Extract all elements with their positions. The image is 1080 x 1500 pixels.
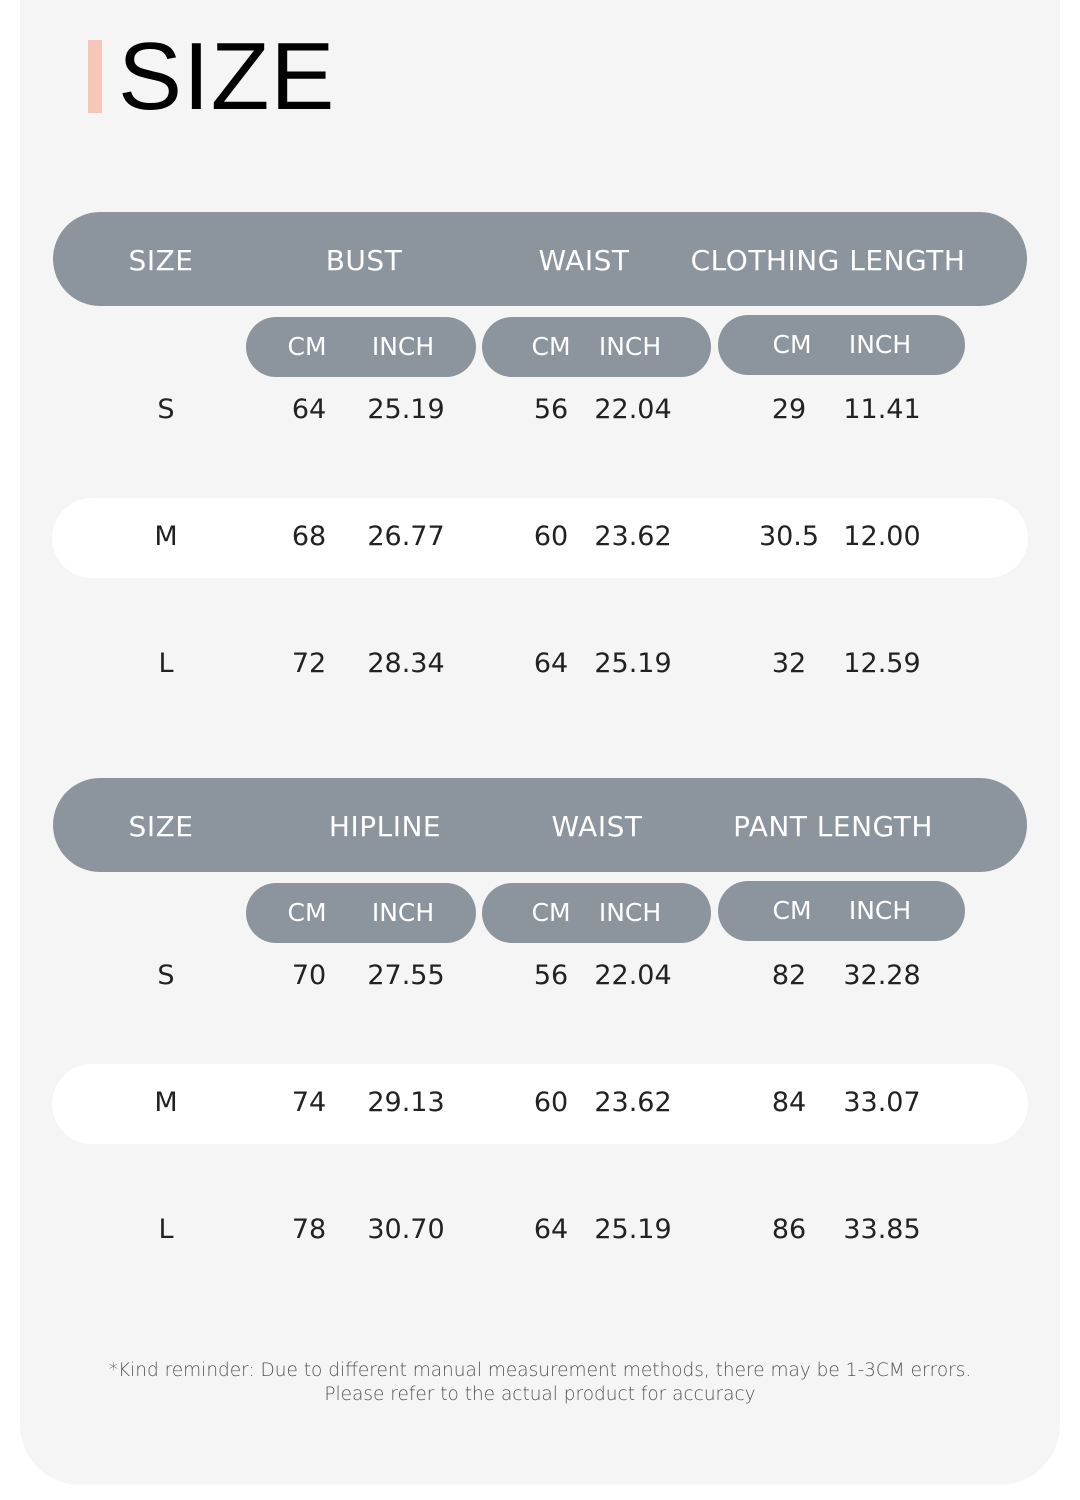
size-label: L	[158, 648, 174, 679]
unit-header-pill	[246, 317, 476, 377]
measurement-value: 78	[291, 1214, 327, 1245]
measurement-value: 82	[771, 960, 807, 991]
unit-label: INCH	[371, 898, 435, 927]
note-line-1: *Kind reminder: Due to different manual …	[108, 1360, 972, 1381]
unit-header-pill	[246, 883, 476, 943]
measurement-value: 70	[291, 960, 327, 991]
size-table: SIZE BUST WAIST CLOTHING LENGTH CM INCH CM INCH…	[0, 212, 1080, 732]
measurement-value: 27.55	[367, 960, 445, 991]
measurement-value: 12.59	[843, 648, 921, 679]
measurement-value: 30.5	[758, 521, 820, 552]
table-header-bar	[53, 212, 1027, 306]
measurement-value: 84	[771, 1087, 807, 1118]
measurement-value: 22.04	[594, 960, 672, 991]
column-header: WAIST	[551, 810, 643, 843]
measurement-value: 64	[533, 648, 569, 679]
measurement-value: 30.70	[367, 1214, 445, 1245]
column-header: HIPLINE	[328, 810, 442, 843]
measurement-value: 56	[533, 394, 569, 425]
measurement-value: 64	[291, 394, 327, 425]
unit-label: CM	[531, 898, 571, 927]
column-header: BUST	[325, 244, 403, 277]
page-title: SIZE	[118, 23, 336, 130]
measurement-value: 74	[291, 1087, 327, 1118]
unit-header-pill	[482, 317, 711, 377]
column-header: SIZE	[128, 810, 194, 843]
measurement-value: 32.28	[843, 960, 921, 991]
measurement-value: 33.07	[843, 1087, 921, 1118]
unit-label: INCH	[848, 330, 912, 359]
highlight-row-band	[52, 1064, 1028, 1144]
unit-label: CM	[531, 332, 571, 361]
unit-label: INCH	[848, 896, 912, 925]
size-label: M	[154, 1087, 178, 1118]
size-table: SIZE HIPLINE WAIST PANT LENGTH CM INCH CM INCH C…	[0, 778, 1080, 1298]
measurement-value: 32	[771, 648, 807, 679]
measurement-value: 22.04	[594, 394, 672, 425]
measurement-value: 64	[533, 1214, 569, 1245]
unit-header-pill	[718, 315, 965, 375]
highlight-row-band	[52, 498, 1028, 578]
note-line-2: Please refer to the actual product for a…	[324, 1384, 756, 1405]
unit-header-pill	[718, 881, 965, 941]
measurement-value: 11.41	[843, 394, 921, 425]
size-label: S	[157, 394, 175, 425]
title-accent-bar	[88, 40, 102, 113]
measurement-value: 86	[771, 1214, 807, 1245]
measurement-value: 56	[533, 960, 569, 991]
measurement-value: 25.19	[594, 648, 672, 679]
unit-label: CM	[287, 332, 327, 361]
measurement-value: 25.19	[594, 1214, 672, 1245]
measurement-value: 68	[291, 521, 327, 552]
unit-label: CM	[772, 896, 812, 925]
unit-header-pill	[482, 883, 711, 943]
measurement-value: 12.00	[843, 521, 921, 552]
unit-label: CM	[772, 330, 812, 359]
measurement-value: 23.62	[594, 1087, 672, 1118]
table-header-bar	[53, 778, 1027, 872]
measurement-value: 29.13	[367, 1087, 445, 1118]
measurement-value: 60	[533, 1087, 569, 1118]
measurement-value: 25.19	[367, 394, 445, 425]
measurement-value: 60	[533, 521, 569, 552]
measurement-value: 29	[771, 394, 807, 425]
measurement-value: 28.34	[367, 648, 445, 679]
size-label: M	[154, 521, 178, 552]
unit-label: INCH	[371, 332, 435, 361]
measurement-value: 33.85	[843, 1214, 921, 1245]
unit-label: INCH	[598, 332, 662, 361]
measurement-value: 26.77	[367, 521, 445, 552]
size-label: S	[157, 960, 175, 991]
size-label: L	[158, 1214, 174, 1245]
unit-label: INCH	[598, 898, 662, 927]
column-header: PANT LENGTH	[733, 810, 933, 843]
measurement-value: 23.62	[594, 521, 672, 552]
measurement-value: 72	[291, 648, 327, 679]
column-header: WAIST	[538, 244, 630, 277]
unit-label: CM	[287, 898, 327, 927]
kind-reminder-note: *Kind reminder: Due to different manual …	[0, 1359, 1080, 1407]
column-header: CLOTHING LENGTH	[690, 244, 966, 277]
column-header: SIZE	[128, 244, 194, 277]
